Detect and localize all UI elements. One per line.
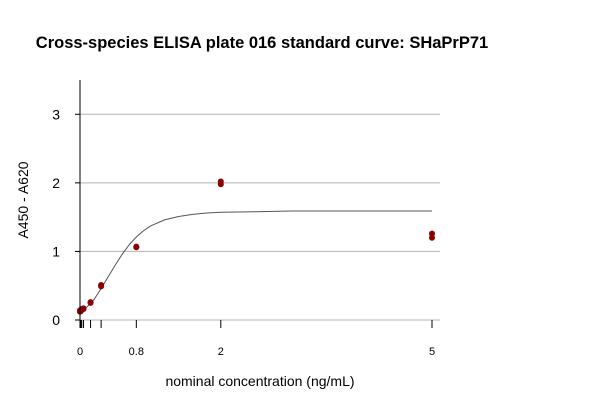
data-point [98, 282, 105, 289]
data-point [133, 243, 140, 250]
data-point [429, 230, 435, 237]
fit-curve [79, 210, 432, 312]
y-tick-label: 3 [52, 106, 60, 122]
data-point [429, 234, 435, 241]
x-tick-label: 2 [218, 346, 224, 358]
x-axis-ticks: 0 0.8 2 5 [77, 320, 435, 358]
grid-lines [80, 113, 440, 321]
fit-curve-layer [79, 210, 432, 312]
y-tick-label: 1 [52, 243, 60, 259]
data-point [87, 299, 94, 306]
y-tick-label: 2 [52, 175, 60, 191]
y-tick-label: 0 [52, 312, 60, 328]
data-points [77, 178, 435, 315]
data-point [217, 178, 224, 185]
x-tick-label: 5 [429, 346, 435, 358]
chart-title: Cross-species ELISA plate 016 standard c… [36, 34, 488, 52]
x-tick-label: 0 [77, 346, 83, 358]
x-axis-label: nominal concentration (ng/mL) [165, 373, 354, 389]
x-tick-label: 0.8 [129, 346, 144, 358]
y-axis-ticks: 0 1 2 3 [52, 106, 80, 328]
data-point [80, 305, 87, 312]
y-axis-label: A450 - A620 [15, 161, 31, 238]
